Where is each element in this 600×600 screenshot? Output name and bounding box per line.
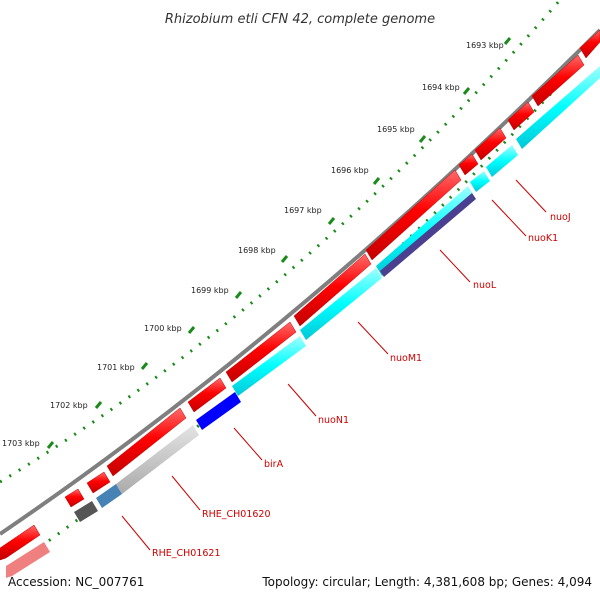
major-tick bbox=[234, 291, 243, 299]
cds-arrow bbox=[531, 54, 585, 107]
major-tick bbox=[280, 255, 289, 263]
tick-label: 1701 kbp bbox=[97, 363, 135, 372]
tick-label: 1703 kbp bbox=[2, 439, 40, 448]
leader-line-birA bbox=[233, 427, 263, 461]
cds-arrow bbox=[293, 253, 372, 327]
gene-label-nuoK1: nuoK1 bbox=[528, 233, 558, 244]
accession-label: Accession: NC_007761 bbox=[8, 575, 144, 589]
cyan-feature bbox=[486, 145, 518, 177]
major-tick bbox=[503, 37, 512, 45]
tick-label: 1696 kbp bbox=[331, 166, 369, 175]
major-tick bbox=[140, 362, 149, 370]
leader-line-nuoN1 bbox=[287, 383, 317, 417]
cds-arrow bbox=[64, 488, 85, 508]
cds-arrow bbox=[106, 407, 187, 477]
major-tick bbox=[418, 135, 427, 143]
blue-feature bbox=[196, 392, 241, 430]
leader-line-RHE-CH01620 bbox=[171, 475, 201, 511]
tick-label: 1699 kbp bbox=[191, 286, 229, 295]
cds-arrow bbox=[225, 321, 297, 383]
gene-label-nuoM1: nuoM1 bbox=[390, 353, 422, 364]
cds-arrow bbox=[0, 524, 41, 561]
gene-label-birA: birA bbox=[264, 459, 284, 470]
major-tick bbox=[327, 217, 336, 225]
tick-label: 1697 kbp bbox=[284, 206, 322, 215]
cds-arrow bbox=[579, 29, 600, 59]
gene-label-nuoN1: nuoN1 bbox=[318, 415, 349, 426]
genome-summary: Topology: circular; Length: 4,381,608 bp… bbox=[261, 575, 592, 589]
dark-gray-feature bbox=[74, 501, 98, 522]
major-tick bbox=[94, 401, 103, 409]
forward-strand bbox=[0, 29, 600, 561]
major-tick bbox=[462, 87, 471, 95]
genome-backbone bbox=[0, 28, 600, 536]
major-tick bbox=[46, 441, 55, 449]
leader-line-nuoK1 bbox=[491, 199, 527, 237]
tick-label: 1695 kbp bbox=[377, 125, 415, 134]
major-tick bbox=[372, 177, 381, 185]
leader-line-nuoJ bbox=[515, 179, 547, 213]
tick-label: 1694 kbp bbox=[422, 83, 460, 92]
steel-blue-feature bbox=[96, 484, 122, 508]
cds-arrow bbox=[458, 153, 479, 176]
gene-label-nuoL: nuoL bbox=[473, 280, 497, 291]
leader-line-RHE-CH01621 bbox=[121, 515, 151, 551]
cyan-feature bbox=[516, 66, 600, 149]
cds-arrow bbox=[507, 101, 535, 131]
leader-line-nuoL bbox=[439, 249, 471, 283]
cyan-feature bbox=[470, 171, 490, 192]
gene-labels: nuoJ nuoK1 nuoL nuoM1 nuoN1 birA RHE_CH0… bbox=[152, 212, 571, 559]
map-title: Rhizobium etli CFN 42, complete genome bbox=[165, 12, 435, 27]
cds-arrow bbox=[187, 377, 227, 413]
light-gray-feature bbox=[116, 425, 199, 494]
cyan-feature bbox=[232, 336, 306, 396]
tick-labels: 1693 kbp 1694 kbp 1695 kbp 1696 kbp 1697… bbox=[2, 41, 504, 448]
cds-arrow bbox=[86, 471, 111, 494]
cyan-feature bbox=[376, 186, 474, 276]
gene-label-nuoJ: nuoJ bbox=[550, 212, 571, 223]
gene-label-RHE-CH01620: RHE_CH01620 bbox=[202, 509, 271, 520]
leader-line-nuoM1 bbox=[357, 321, 389, 355]
tick-label: 1698 kbp bbox=[238, 246, 276, 255]
reverse-strand bbox=[6, 66, 600, 578]
cyan-feature bbox=[300, 268, 382, 340]
tick-track bbox=[0, 0, 600, 549]
minor-tick-dots bbox=[0, 0, 562, 484]
pink-feature bbox=[6, 542, 50, 578]
tick-label: 1700 kbp bbox=[144, 324, 182, 333]
cds-arrow bbox=[365, 169, 462, 261]
gene-label-RHE-CH01621: RHE_CH01621 bbox=[152, 548, 221, 559]
tick-label: 1693 kbp bbox=[466, 41, 504, 50]
tick-label: 1702 kbp bbox=[50, 401, 88, 410]
purple-feature bbox=[380, 193, 476, 277]
leader-lines bbox=[121, 179, 547, 551]
major-tick bbox=[187, 326, 196, 334]
cds-arrow bbox=[474, 127, 507, 161]
